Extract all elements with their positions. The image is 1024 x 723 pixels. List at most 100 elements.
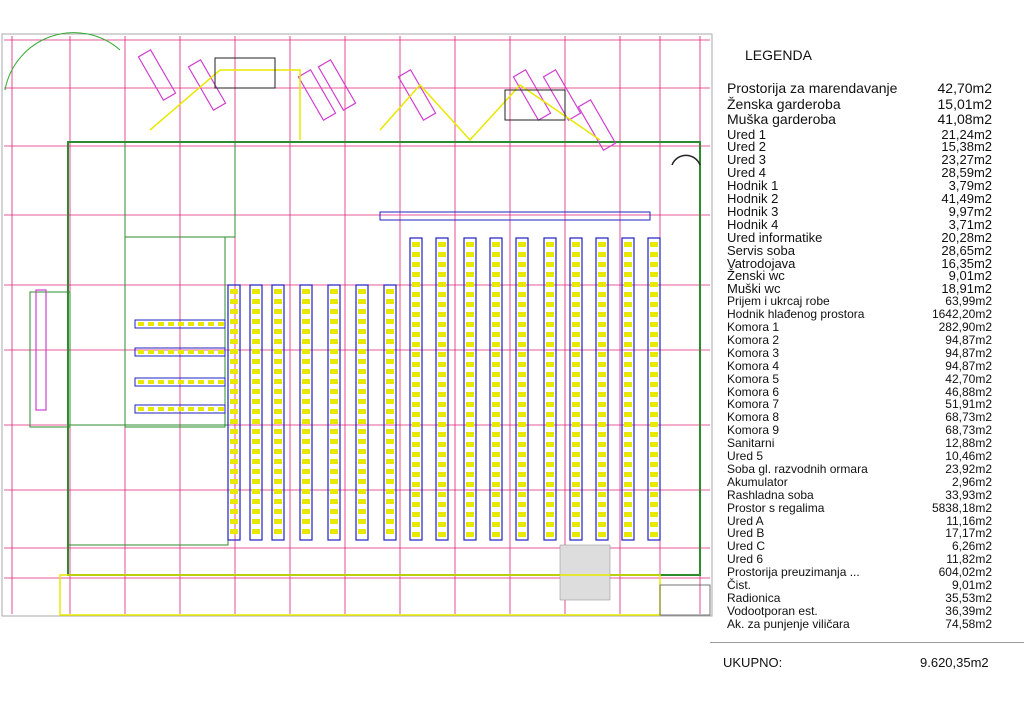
rack-column xyxy=(327,284,341,541)
rack-bay xyxy=(598,502,606,507)
legend-item: Muški wc 18,91m2 xyxy=(727,281,992,297)
rack-bay xyxy=(492,452,500,457)
legend-item-area: 3,79m2 xyxy=(948,178,992,194)
rack-bay xyxy=(572,322,580,327)
rack-bay xyxy=(158,350,164,354)
rack-bay xyxy=(274,339,282,344)
legend-item-area: 15,38m2 xyxy=(941,139,992,155)
rack-column xyxy=(569,237,583,541)
legend-item: Prostor s regalima 5838,18m2 xyxy=(727,501,992,515)
legend-item: Vodootporan est. 36,39m2 xyxy=(727,604,992,618)
rack-bay xyxy=(230,509,238,514)
legend-item-area: 18,91m2 xyxy=(941,281,992,297)
rack-bay xyxy=(466,392,474,397)
rack-bay xyxy=(624,272,632,277)
rack-bay xyxy=(330,329,338,334)
rack-bay xyxy=(650,292,658,297)
rack-column xyxy=(271,284,285,541)
rack-bay xyxy=(518,372,526,377)
legend-item-area: 63,99m2 xyxy=(945,294,992,309)
rack-bay xyxy=(650,322,658,327)
rack-bay xyxy=(148,322,154,326)
rack-bay xyxy=(624,322,632,327)
rack-bay xyxy=(252,299,260,304)
rack-bay xyxy=(386,439,394,444)
rack-bay xyxy=(412,482,420,487)
label-box xyxy=(214,57,276,89)
legend-divider xyxy=(710,642,1024,643)
legend-item: Komora 9 68,73m2 xyxy=(727,423,992,437)
rack-bay xyxy=(546,342,554,347)
legend-item-name: Sanitarni xyxy=(727,436,775,451)
legend-item-name: Hodnik 4 xyxy=(727,216,779,232)
rack-bay xyxy=(230,299,238,304)
rack-bay xyxy=(330,419,338,424)
room-outline xyxy=(29,291,71,428)
legend-item-area: 41,08m2 xyxy=(937,111,992,127)
rack-bay xyxy=(358,359,366,364)
rack-bay xyxy=(572,362,580,367)
rack-column xyxy=(489,237,503,541)
rack-bay xyxy=(518,392,526,397)
rack-bay xyxy=(252,429,260,434)
rack-bay xyxy=(438,482,446,487)
rack-bay xyxy=(274,389,282,394)
rack-bay xyxy=(178,322,184,326)
rack-bay xyxy=(386,519,394,524)
rack-bay xyxy=(412,522,420,527)
rack-bay xyxy=(466,442,474,447)
rack-bay xyxy=(518,332,526,337)
rack-bay xyxy=(466,402,474,407)
rack-bay xyxy=(518,362,526,367)
rack-bay xyxy=(302,529,310,534)
rack-bay xyxy=(230,349,238,354)
legend-item-name: Prostorija preuzimanja ... xyxy=(727,565,860,580)
rack-bay xyxy=(302,389,310,394)
legend-item: Rashladna soba 33,93m2 xyxy=(727,488,992,502)
rack-bay xyxy=(302,399,310,404)
rack-bay xyxy=(386,339,394,344)
rack-bay xyxy=(624,512,632,517)
legend-item: Servis soba 28,65m2 xyxy=(727,243,992,258)
rack-bay xyxy=(492,242,500,247)
rack-row xyxy=(134,347,226,357)
legend-item-name: Hodnik 3 xyxy=(727,203,779,219)
rack-bay xyxy=(412,382,420,387)
rack-bay xyxy=(302,369,310,374)
legend-item: Hodnik 1 3,79m2 xyxy=(727,178,992,194)
rack-bay xyxy=(546,332,554,337)
rack-bay xyxy=(386,319,394,324)
rack-bay xyxy=(624,292,632,297)
rack-bay xyxy=(412,422,420,427)
legend-item-name: Komora 6 xyxy=(727,384,780,399)
legend-item: Ured 4 28,59m2 xyxy=(727,165,992,180)
legend-item-area: 36,39m2 xyxy=(945,603,992,618)
rack-bay xyxy=(168,407,174,411)
rack-bay xyxy=(386,509,394,514)
legend-item-area: 94,87m2 xyxy=(945,345,992,360)
rack-bay xyxy=(274,319,282,324)
rack-bay xyxy=(624,252,632,257)
legend-item: Komora 4 94,87m2 xyxy=(727,359,992,373)
rack-row xyxy=(134,319,226,329)
rack-bay xyxy=(572,452,580,457)
rack-bay xyxy=(546,472,554,477)
rack-bay xyxy=(466,312,474,317)
rack-bay xyxy=(252,489,260,494)
rack-bay xyxy=(230,409,238,414)
rack-bay xyxy=(572,522,580,527)
rack-bay xyxy=(330,429,338,434)
rack-bay xyxy=(546,302,554,307)
legend-item-area: 9,97m2 xyxy=(948,203,992,219)
legend-item: Ured informatike 20,28m2 xyxy=(727,230,992,245)
rack-bay xyxy=(274,379,282,384)
legend-item-name: Akumulator xyxy=(727,474,788,489)
rack-bay xyxy=(252,339,260,344)
rack-bay xyxy=(252,379,260,384)
rack-bay xyxy=(572,262,580,267)
rack-bay xyxy=(518,262,526,267)
rack-bay xyxy=(330,399,338,404)
legend-item-name: Komora 9 xyxy=(727,423,780,438)
rack-bay xyxy=(230,329,238,334)
rack-bay xyxy=(386,399,394,404)
